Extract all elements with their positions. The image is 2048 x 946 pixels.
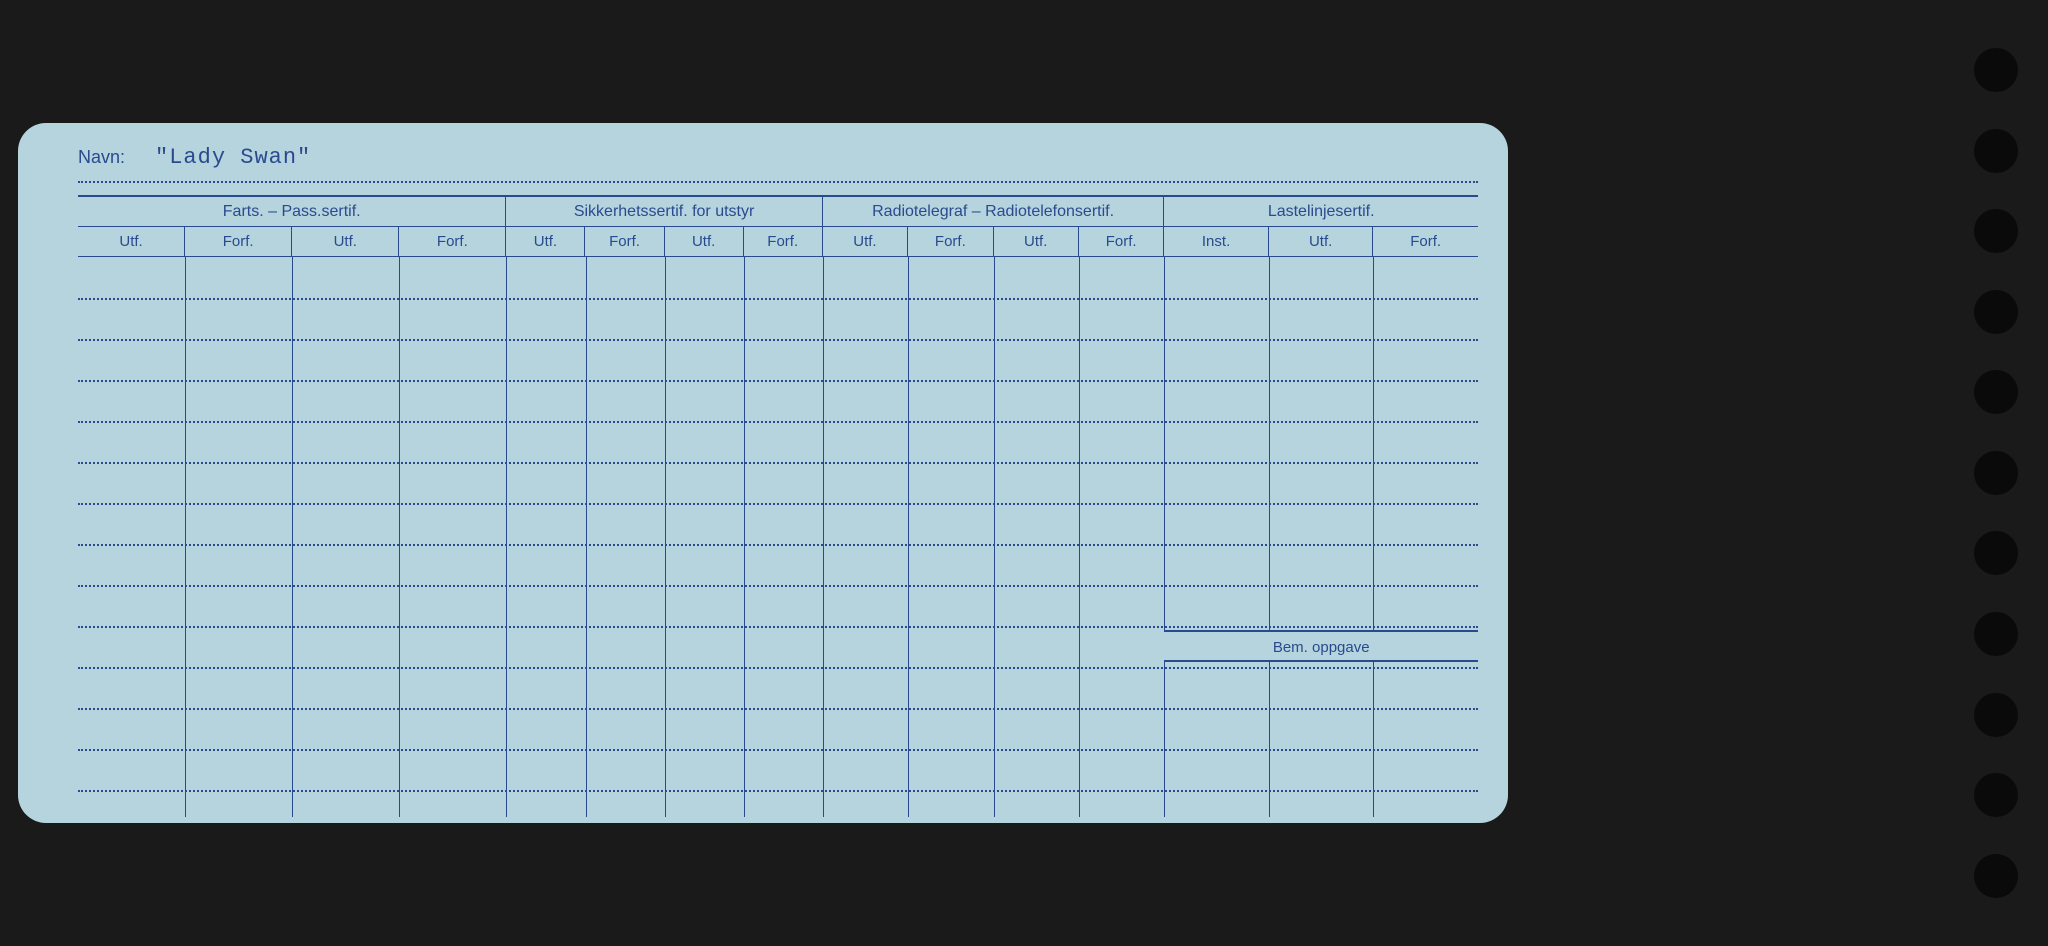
column-header: Utf. — [292, 227, 399, 256]
vertical-rule — [292, 257, 293, 817]
binder-hole — [1974, 854, 2018, 898]
binder-hole — [1974, 48, 2018, 92]
navn-value: "Lady Swan" — [155, 145, 311, 170]
vertical-rule — [399, 257, 400, 817]
binder-hole — [1974, 451, 2018, 495]
row-rule — [78, 503, 1478, 505]
vertical-rule — [1269, 257, 1270, 817]
group-header: Lastelinjesertif. — [1164, 197, 1478, 226]
column-header: Forf. — [1373, 227, 1478, 256]
column-header: Forf. — [185, 227, 292, 256]
row-rule — [78, 790, 1478, 792]
binder-hole — [1974, 693, 2018, 737]
column-header: Forf. — [908, 227, 993, 256]
vertical-rule — [1373, 257, 1374, 817]
column-header: Utf. — [506, 227, 585, 256]
vertical-rule — [1079, 257, 1080, 817]
column-header: Forf. — [399, 227, 506, 256]
binder-hole — [1974, 290, 2018, 334]
column-header: Utf. — [823, 227, 908, 256]
sub-header-row: Utf.Forf.Utf.Forf.Utf.Forf.Utf.Forf.Utf.… — [78, 227, 1478, 257]
vertical-rule — [1164, 257, 1165, 817]
vertical-rule — [823, 257, 824, 817]
binder-hole — [1974, 370, 2018, 414]
vertical-rule — [185, 257, 186, 817]
binder-hole — [1974, 612, 2018, 656]
column-header: Utf. — [78, 227, 185, 256]
column-header: Forf. — [744, 227, 823, 256]
vertical-rule — [506, 257, 507, 817]
binder-hole — [1974, 129, 2018, 173]
group-header: Farts. – Pass.sertif. — [78, 197, 506, 226]
bem-oppgave-label: Bem. oppgave — [1164, 630, 1478, 662]
column-header: Forf. — [585, 227, 664, 256]
binder-hole — [1974, 531, 2018, 575]
row-rule — [78, 298, 1478, 300]
vertical-rule — [908, 257, 909, 817]
vertical-rule — [586, 257, 587, 817]
row-rule — [78, 462, 1478, 464]
binder-holes — [1528, 0, 2048, 946]
group-header: Radiotelegraf – Radiotelefonsertif. — [823, 197, 1165, 226]
row-rule — [78, 421, 1478, 423]
record-card: Navn: "Lady Swan" Farts. – Pass.sertif.S… — [18, 123, 1508, 823]
row-rule — [78, 708, 1478, 710]
navn-underline — [78, 181, 1478, 183]
group-header: Sikkerhetssertif. for utstyr — [506, 197, 822, 226]
vertical-rule — [994, 257, 995, 817]
row-rule — [78, 667, 1478, 669]
vertical-rule — [665, 257, 666, 817]
row-rule — [78, 339, 1478, 341]
row-rule — [78, 544, 1478, 546]
navn-row: Navn: "Lady Swan" — [78, 145, 1478, 170]
vertical-rule — [744, 257, 745, 817]
certificate-table: Farts. – Pass.sertif.Sikkerhetssertif. f… — [78, 195, 1478, 803]
navn-label: Navn: — [78, 147, 125, 168]
table-body: Bem. oppgave — [78, 257, 1478, 817]
row-rule — [78, 585, 1478, 587]
column-header: Utf. — [994, 227, 1079, 256]
column-header: Inst. — [1164, 227, 1269, 256]
row-rule — [78, 749, 1478, 751]
column-header: Forf. — [1079, 227, 1164, 256]
column-header: Utf. — [1269, 227, 1374, 256]
binder-hole — [1974, 209, 2018, 253]
column-header: Utf. — [665, 227, 744, 256]
binder-hole — [1974, 773, 2018, 817]
row-rule — [78, 380, 1478, 382]
group-header-row: Farts. – Pass.sertif.Sikkerhetssertif. f… — [78, 197, 1478, 227]
row-rule — [78, 626, 1478, 628]
